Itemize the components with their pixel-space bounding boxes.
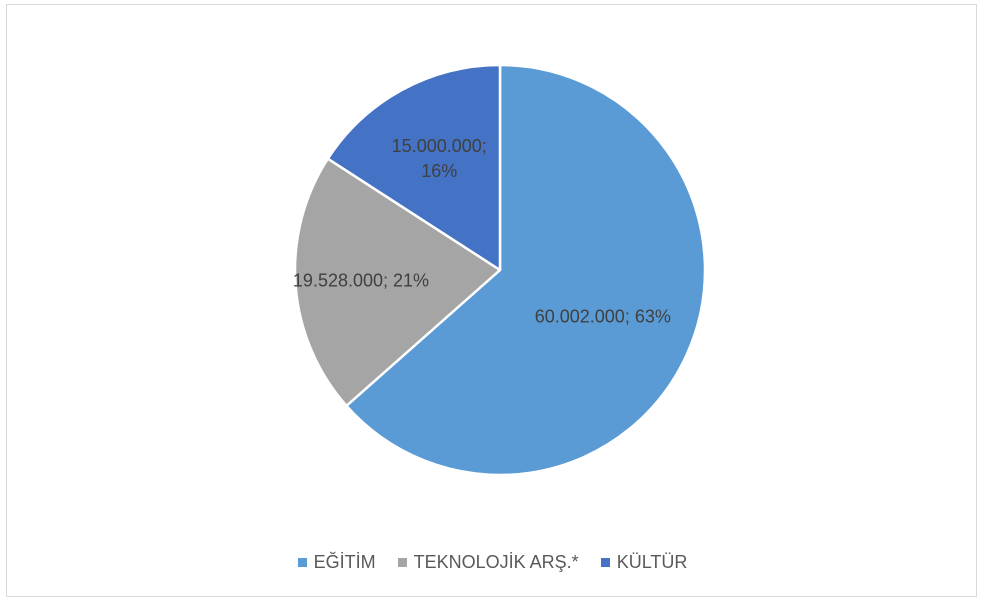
legend-label-egitim: EĞİTİM: [313, 552, 376, 572]
legend-label-teknolojik: TEKNOLOJİK ARŞ.*: [413, 552, 579, 572]
legend-item-egitim: EĞİTİM: [297, 552, 376, 573]
legend-swatch-kultur: [600, 558, 610, 567]
pie-slice-egitim: [345, 63, 707, 477]
pie-slice-kultur: [326, 63, 502, 272]
pie-slices: [293, 63, 707, 477]
legend-swatch-egitim: [297, 558, 307, 567]
legend: EĞİTİM TEKNOLOJİK ARŞ.* KÜLTÜR: [0, 552, 985, 573]
data-label-kultur: 15.000.000; 16%: [392, 136, 487, 181]
pie-slice-teknolojik: [293, 157, 502, 408]
pie-data-labels: 60.002.000; 63% 19.528.000; 21% 15.000.000…: [293, 136, 671, 326]
legend-label-kultur: KÜLTÜR: [616, 552, 688, 572]
legend-item-kultur: KÜLTÜR: [600, 552, 688, 573]
legend-item-teknolojik: TEKNOLOJİK ARŞ.*: [397, 552, 579, 573]
data-label-teknolojik: 19.528.000; 21%: [293, 270, 429, 290]
data-label-egitim: 60.002.000; 63%: [535, 306, 671, 326]
legend-swatch-teknolojik: [397, 558, 407, 567]
